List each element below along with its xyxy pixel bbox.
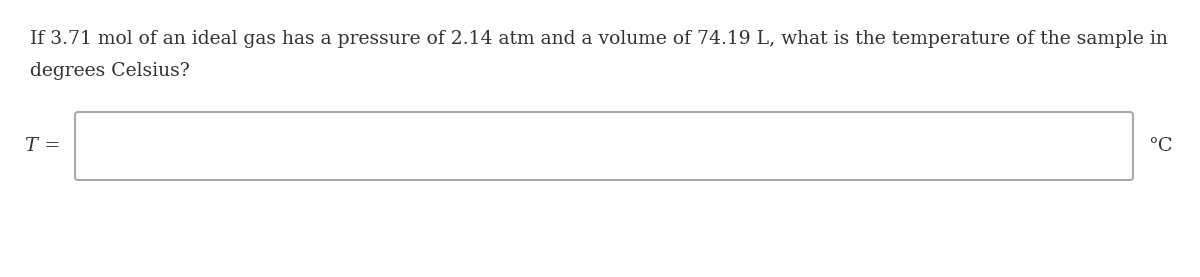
Text: If 3.71 mol of an ideal gas has a pressure of 2.14 atm and a volume of 74.19 L, : If 3.71 mol of an ideal gas has a pressu… [30,30,1168,48]
FancyBboxPatch shape [74,112,1133,180]
Text: °C: °C [1148,137,1172,155]
Text: T =: T = [25,137,61,155]
Text: degrees Celsius?: degrees Celsius? [30,62,190,80]
